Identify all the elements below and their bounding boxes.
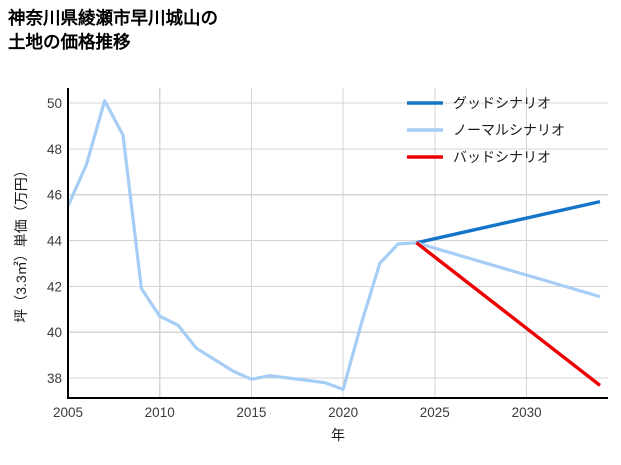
x-axis-title: 年 [331, 427, 345, 443]
x-tick-label: 2020 [328, 405, 358, 420]
y-tick-label: 50 [47, 96, 62, 111]
legend-label-good: グッドシナリオ [453, 95, 551, 111]
grid-horizontal [68, 102, 608, 379]
y-tick-label: 46 [47, 188, 62, 203]
series-good-scenario [416, 199, 601, 245]
legend-label-bad: バッドシナリオ [453, 149, 551, 165]
y-tick-label: 38 [47, 371, 62, 386]
series-normal-scenario [416, 241, 601, 299]
series-bad-scenario [415, 241, 602, 387]
x-axis-ticks: 2005 2010 2015 2020 2025 2030 [53, 405, 542, 420]
series-historical [66, 99, 417, 391]
legend-item-bad[interactable]: バッドシナリオ [407, 149, 551, 165]
y-tick-label: 42 [47, 279, 62, 294]
y-tick-label: 40 [47, 325, 62, 340]
y-tick-label: 48 [47, 142, 62, 157]
x-tick-label: 2015 [236, 405, 266, 420]
x-tick-label: 2025 [420, 405, 450, 420]
x-tick-label: 2010 [145, 405, 175, 420]
x-tick-label: 2005 [53, 405, 83, 420]
x-tick-label: 2030 [512, 405, 542, 420]
legend-label-normal: ノーマルシナリオ [453, 122, 565, 138]
page-title: 神奈川県綾瀬市早川城山の 土地の価格推移 [8, 8, 218, 53]
y-axis-title: 坪（3.3㎡）単価（万円） [13, 163, 29, 322]
legend-item-normal[interactable]: ノーマルシナリオ [407, 122, 565, 138]
y-tick-label: 44 [47, 234, 63, 249]
chart-legend: グッドシナリオ ノーマルシナリオ バッドシナリオ [407, 95, 565, 165]
y-axis-ticks: 50 48 46 44 42 40 38 [47, 96, 63, 386]
legend-item-good[interactable]: グッドシナリオ [407, 95, 551, 111]
